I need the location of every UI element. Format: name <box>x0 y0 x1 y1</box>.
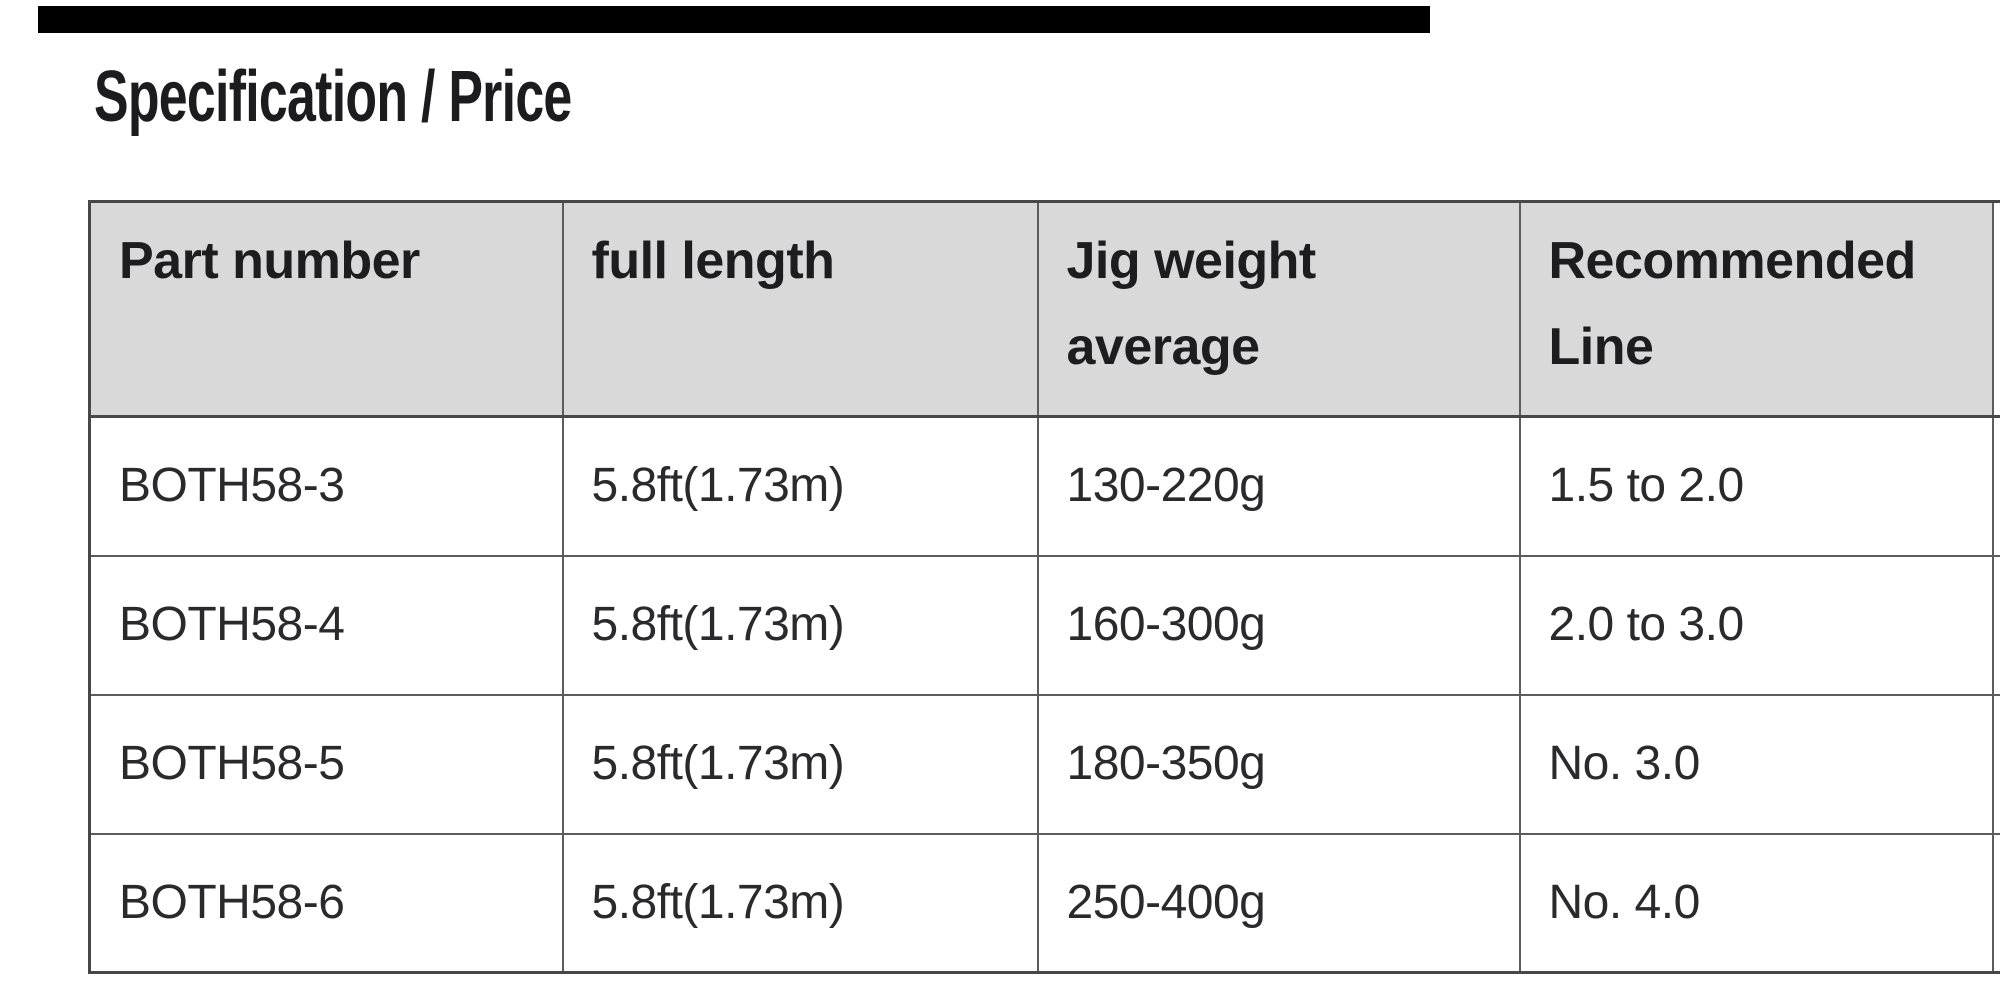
cell-jig-weight: 250-400g <box>1036 832 1521 974</box>
cropped-cell <box>1991 415 2000 557</box>
cell-recommended-line: 1.5 to 2.0 <box>1518 415 1994 557</box>
column-header-recommended-line: Recommended Line <box>1518 200 1994 418</box>
cell-part-number: BOTH58-3 <box>88 415 564 557</box>
cell-part-number: BOTH58-5 <box>88 693 564 835</box>
cell-jig-weight: 130-220g <box>1036 415 1521 557</box>
table-row: BOTH58-6 5.8ft(1.73m) 250-400g No. 4.0 <box>88 832 2000 974</box>
table-row: BOTH58-3 5.8ft(1.73m) 130-220g 1.5 to 2.… <box>88 415 2000 557</box>
cell-recommended-line: No. 4.0 <box>1518 832 1994 974</box>
table-row: BOTH58-5 5.8ft(1.73m) 180-350g No. 3.0 <box>88 693 2000 835</box>
table-body: BOTH58-3 5.8ft(1.73m) 130-220g 1.5 to 2.… <box>88 415 2000 974</box>
cell-full-length: 5.8ft(1.73m) <box>561 415 1039 557</box>
cropped-column-header <box>1991 200 2000 418</box>
cell-part-number: BOTH58-6 <box>88 832 564 974</box>
cell-jig-weight: 180-350g <box>1036 693 1521 835</box>
top-black-bar <box>38 6 1430 33</box>
cropped-cell <box>1991 554 2000 696</box>
column-header-full-length: full length <box>561 200 1039 418</box>
spec-price-table-container: Part number full length Jig weight avera… <box>88 200 2000 974</box>
header-row: Part number full length Jig weight avera… <box>88 200 2000 418</box>
cell-full-length: 5.8ft(1.73m) <box>561 554 1039 696</box>
cell-part-number: BOTH58-4 <box>88 554 564 696</box>
cropped-cell <box>1991 693 2000 835</box>
column-header-part-number: Part number <box>88 200 564 418</box>
cell-recommended-line: No. 3.0 <box>1518 693 1994 835</box>
cell-full-length: 5.8ft(1.73m) <box>561 832 1039 974</box>
cell-recommended-line: 2.0 to 3.0 <box>1518 554 1994 696</box>
column-header-jig-weight-average: Jig weight average <box>1036 200 1521 418</box>
table-row: BOTH58-4 5.8ft(1.73m) 160-300g 2.0 to 3.… <box>88 554 2000 696</box>
spec-price-table: Part number full length Jig weight avera… <box>88 200 2000 974</box>
cell-full-length: 5.8ft(1.73m) <box>561 693 1039 835</box>
table-header: Part number full length Jig weight avera… <box>88 200 2000 418</box>
cell-jig-weight: 160-300g <box>1036 554 1521 696</box>
cropped-cell <box>1991 832 2000 974</box>
page-title: Specification / Price <box>94 57 572 137</box>
